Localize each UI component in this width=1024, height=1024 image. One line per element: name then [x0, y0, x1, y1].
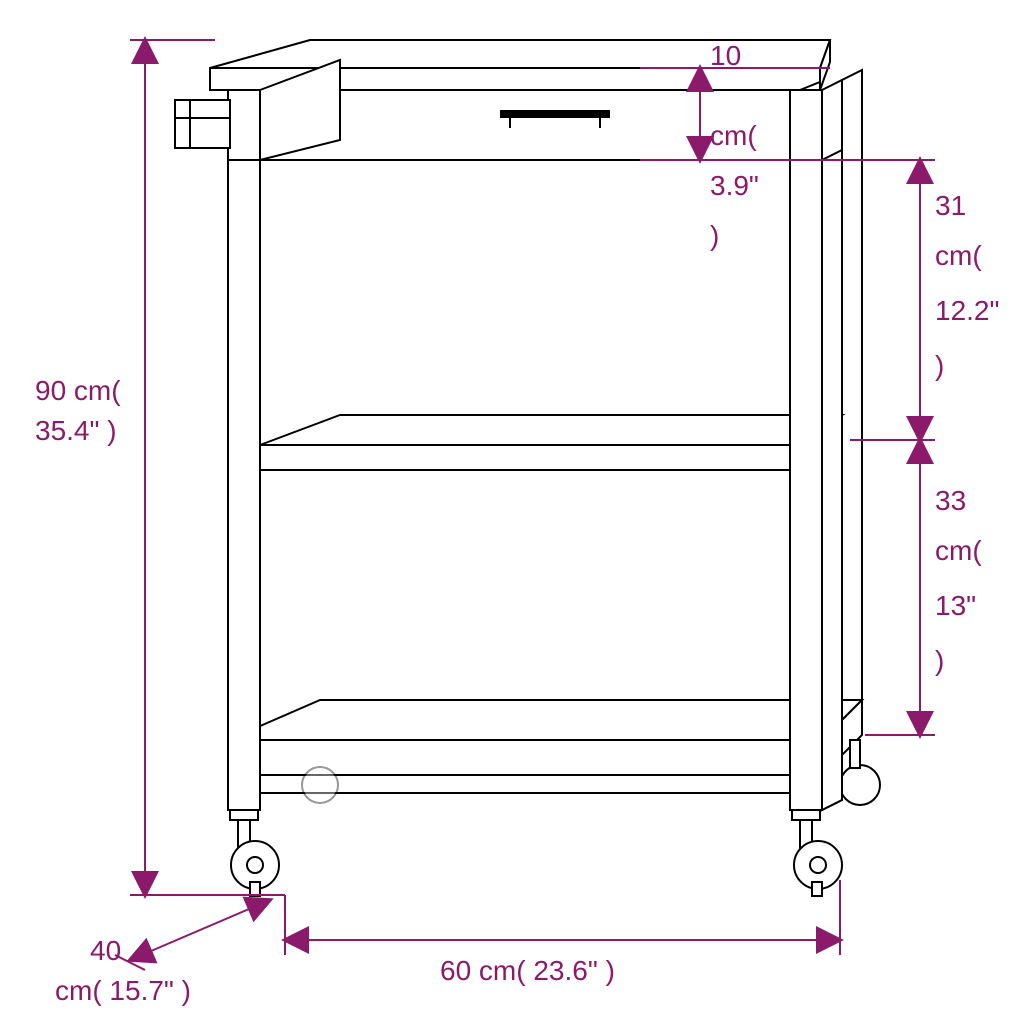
caster-front-right [792, 810, 842, 896]
dim-depth-inch: cm( 15.7" ) [55, 975, 191, 1006]
dim-upper-in2: 12.2" [935, 295, 999, 326]
dim-lower-in3: ) [935, 645, 944, 676]
drawer-handle [500, 110, 610, 118]
dim-lower-in1: cm( [935, 535, 982, 566]
dim-upper-in1: cm( [935, 240, 982, 271]
dim-height-inch: 35.4" ) [35, 415, 117, 446]
dim-depth-cm: 40 [90, 935, 121, 966]
dim-lower-in2: 13" [935, 590, 976, 621]
dim-drawer-cm: 10 [710, 40, 741, 71]
dim-width-cm: 60 cm( 23.6" ) [440, 955, 615, 986]
dimension-diagram: 90 cm( 35.4" ) 10 cm( 3.9" ) 31 cm( 12.2… [0, 0, 1024, 1024]
dim-upper-cm: 31 [935, 190, 966, 221]
towel-bar [175, 100, 230, 148]
caster-back-left [302, 767, 338, 803]
dim-height-cm: 90 cm( [35, 375, 121, 406]
caster-front-left [230, 810, 279, 896]
dim-drawer-in3: ) [710, 220, 719, 251]
product-drawing [175, 40, 880, 896]
dim-depth-line [130, 900, 270, 960]
dim-drawer-in1: cm( [710, 120, 757, 151]
dim-upper-in3: ) [935, 350, 944, 381]
dim-lower-cm: 33 [935, 485, 966, 516]
dim-drawer-in2: 3.9" [710, 170, 759, 201]
